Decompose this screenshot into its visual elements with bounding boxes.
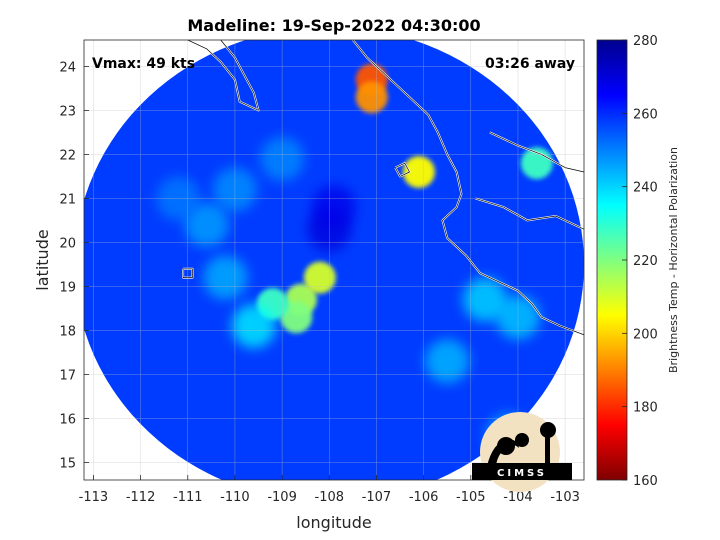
- feature-6: [184, 202, 229, 247]
- x-tick-label: -109: [267, 490, 297, 505]
- y-tick-label: 24: [59, 60, 76, 75]
- coastline-outline-1: [352, 40, 584, 336]
- y-tick-label: 19: [59, 280, 76, 295]
- axes-frame: [83, 39, 585, 481]
- x-tick-label: -104: [503, 490, 533, 505]
- logo-text: CIMSS: [497, 468, 547, 479]
- feature-11: [312, 185, 356, 230]
- coastline-outline-2: [394, 162, 410, 177]
- x-tick-label: -106: [409, 490, 439, 505]
- x-tick-label: -108: [315, 490, 345, 505]
- grid-layer: [84, 40, 584, 480]
- x-tick-label: -105: [456, 490, 486, 505]
- colorbar-tick-label: 240: [633, 181, 658, 196]
- y-tick-label: 22: [59, 148, 76, 163]
- feature-5: [203, 255, 248, 300]
- y-axis-ticks: 15 16 17 18 19 20 21 22 23 24: [59, 60, 89, 471]
- vmax-annotation: Vmax: 49 kts: [92, 56, 195, 72]
- x-tick-label: -103: [550, 490, 580, 505]
- time-away-annotation: 03:26 away: [485, 56, 575, 72]
- x-tick-label: -111: [173, 490, 203, 505]
- feature-2: [280, 301, 313, 334]
- colorbar-tick-label: 280: [633, 34, 658, 49]
- x-tick-label: -107: [362, 490, 392, 505]
- colorbar-label: Brightness Temp - Horizontal Polarizatio…: [667, 147, 680, 373]
- feature-16: [462, 277, 507, 322]
- y-tick-label: 17: [59, 368, 76, 383]
- x-axis-label: longitude: [296, 513, 371, 532]
- y-tick-label: 21: [59, 192, 76, 207]
- cimss-logo: CIMSS: [472, 412, 572, 492]
- colorbar-tick-label: 180: [633, 401, 658, 416]
- x-tick-label: -110: [220, 490, 250, 505]
- feature-14: [402, 156, 435, 188]
- feature-13: [355, 81, 388, 114]
- y-tick-label: 16: [59, 412, 76, 427]
- coastline-outline-0: [187, 40, 259, 111]
- y-tick-label: 18: [59, 324, 76, 339]
- y-tick-label: 23: [59, 104, 76, 119]
- colorbar-tick-label: 160: [633, 474, 658, 489]
- y-tick-label: 20: [59, 236, 76, 251]
- coastline-outline-3: [182, 268, 193, 278]
- chart-title: Madeline: 19-Sep-2022 04:30:00: [187, 16, 480, 35]
- feature-4: [231, 304, 276, 348]
- colorbar-tick-label: 200: [633, 327, 658, 342]
- colorbar-ticks: 160 180 200 220 240 260 280: [622, 34, 658, 489]
- coastline-outline-layer: [182, 40, 584, 336]
- x-axis-ticks: -113 -112 -111 -110 -109 -108 -107 -106 -105 -104…: [79, 475, 580, 505]
- y-axis-label: latitude: [33, 229, 52, 290]
- x-tick-label: -112: [126, 490, 156, 505]
- feature-18: [425, 339, 470, 384]
- x-tick-label: -113: [79, 490, 109, 505]
- feature-1: [303, 261, 336, 294]
- colorbar-tick-label: 260: [633, 107, 658, 122]
- y-tick-label: 15: [59, 456, 76, 471]
- colorbar-tick-label: 220: [633, 254, 658, 269]
